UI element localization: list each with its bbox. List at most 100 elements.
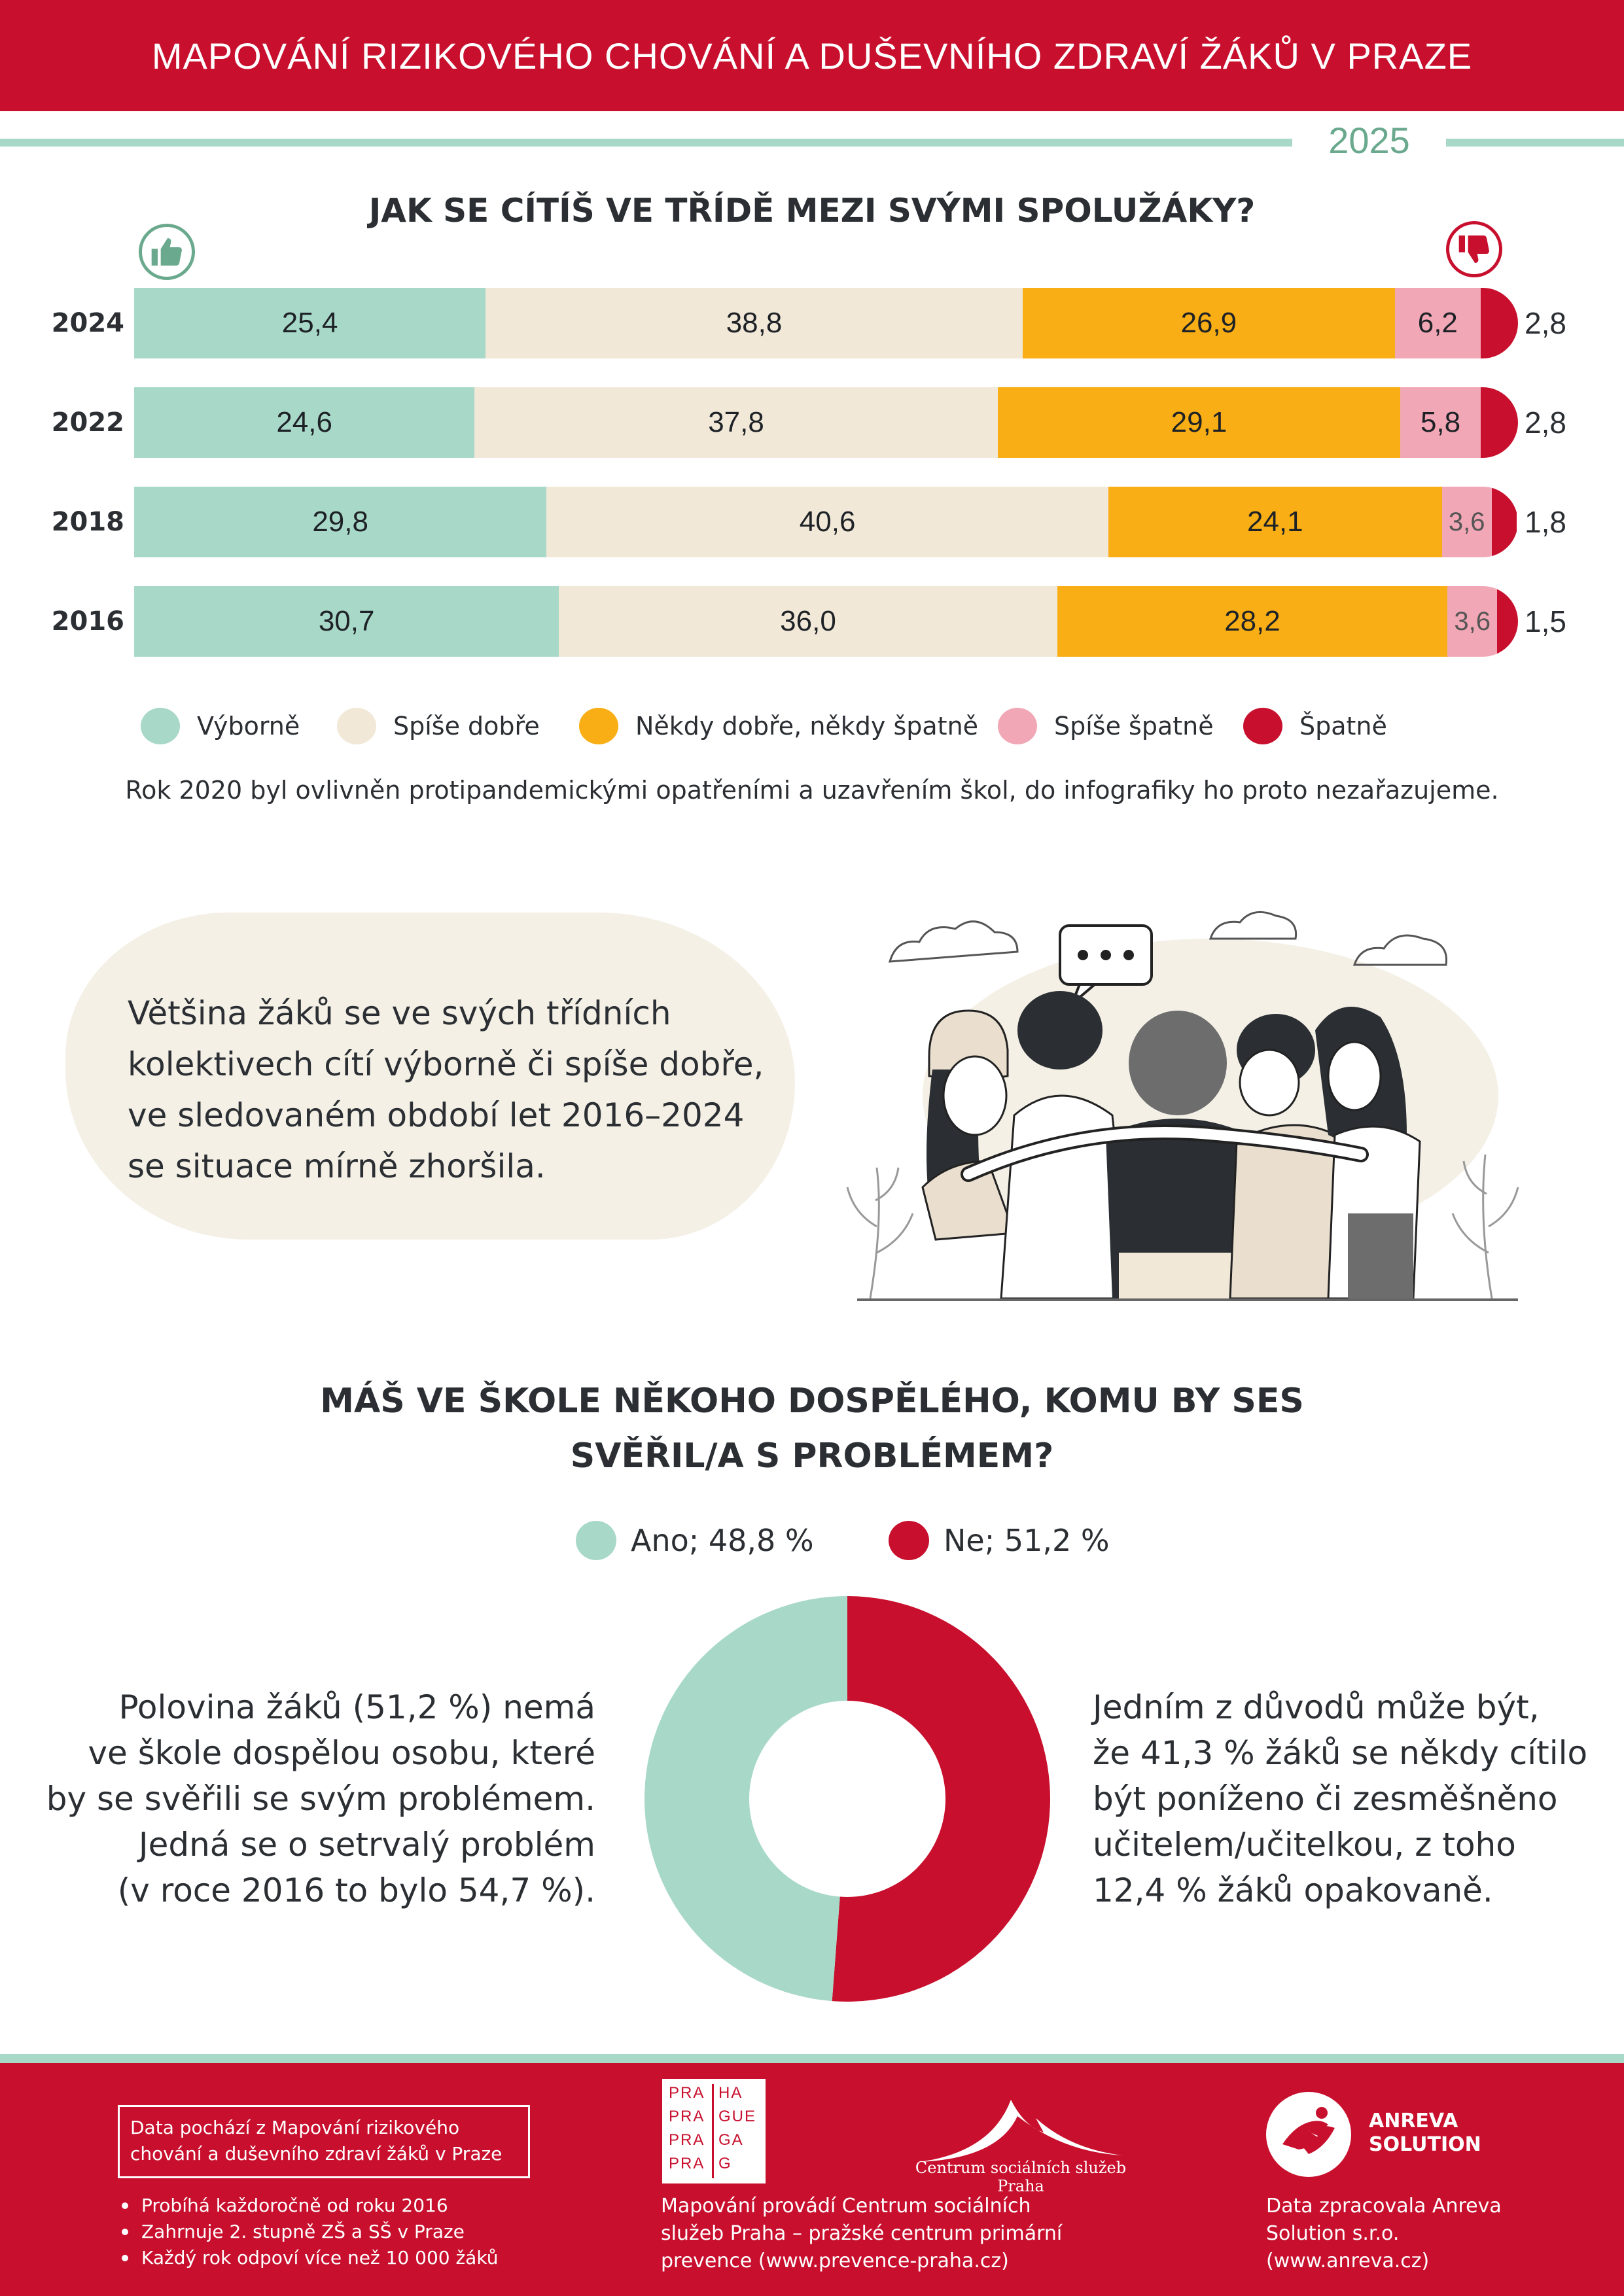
commentary-line: by se svěřili se svým problémem. xyxy=(46,1780,595,1818)
legend-label: Někdy dobře, někdy špatně xyxy=(635,712,979,740)
data-source-box: Data pochází z Mapování rizikového chová… xyxy=(118,2105,530,2178)
legend-label: Spíše špatně xyxy=(1054,712,1214,740)
legend-swatch xyxy=(998,708,1037,744)
legend-swatch xyxy=(889,1521,929,1560)
provider-text: Mapování provádí Centrum sociálních služ… xyxy=(661,2193,1132,2275)
commentary-line: být poníženo či zesměšněno xyxy=(1093,1780,1558,1818)
bar-year-label: 2022 xyxy=(51,408,124,438)
bar-segment: 29,8 xyxy=(134,487,547,557)
legend-swatch xyxy=(576,1521,616,1560)
provider-line: služeb Praha – pražské centrum primární xyxy=(661,2222,1063,2245)
processor-line: Data zpracovala Anreva xyxy=(1266,2195,1502,2218)
right-commentary: Jedním z důvodů může být, že 41,3 % žáků… xyxy=(1093,1684,1590,1913)
bar-segment xyxy=(1497,586,1518,657)
commentary-line: Polovina žáků (51,2 %) nemá xyxy=(118,1688,595,1726)
bar-segment: 36,0 xyxy=(559,586,1057,657)
bar-segment xyxy=(1480,288,1518,358)
commentary-line: Jedná se o setrvalý problém xyxy=(138,1826,595,1864)
bar-segment: 40,6 xyxy=(546,487,1108,557)
anreva-logo xyxy=(1266,2092,1351,2177)
question-2-title-line-2: SVĚŘIL/A S PROBLÉMEM? xyxy=(570,1436,1054,1476)
hands-icon xyxy=(1282,2107,1335,2154)
legend-item-ano: Ano; 48,8 % xyxy=(576,1518,814,1563)
bar-segment: 25,4 xyxy=(134,288,486,358)
commentary-line: ve škole dospělou osobu, které xyxy=(88,1734,595,1772)
legend-label: Špatně xyxy=(1299,712,1387,740)
provider-line: Mapování provádí Centrum sociálních xyxy=(661,2195,1031,2218)
question-2-title-line-1: MÁŠ VE ŠKOLE NĚKOHO DOSPĚLÉHO, KOMU BY S… xyxy=(320,1382,1304,1421)
callout-background xyxy=(65,913,795,1240)
praha-logo-text: PRA xyxy=(669,2155,705,2172)
list-item: Zahrnuje 2. stupně ZŠ a SŠ v Praze xyxy=(118,2219,576,2245)
chart-note: Rok 2020 byl ovlivněn protipandemickými … xyxy=(125,776,1499,805)
legend-label: Výborně xyxy=(197,712,300,740)
csz-logo-text: Centrum sociálních služeb Praha xyxy=(915,2159,1127,2195)
callout-line: se situace mírně zhoršila. xyxy=(128,1147,546,1185)
bar-row-2022: 2022 24,6 37,8 29,1 5,8 2,8 xyxy=(0,387,1624,458)
page-title: MAPOVÁNÍ RIZIKOVÉHO CHOVÁNÍ A DUŠEVNÍHO … xyxy=(151,35,1473,77)
bar-row-2016: 2016 30,7 36,0 28,2 3,6 1,5 xyxy=(0,586,1624,657)
callout-line: kolektivech cítí výborně či spíše dobře, xyxy=(128,1045,764,1083)
chart-legend: Výborně Spíše dobře Někdy dobře, někdy š… xyxy=(0,706,1624,746)
bar-track: 24,6 37,8 29,1 5,8 xyxy=(134,387,1518,458)
bar-year-label: 2024 xyxy=(51,308,124,338)
bar-segment: 6,2 xyxy=(1394,288,1481,358)
bar-segment xyxy=(1491,487,1517,557)
processor-line: (www.anreva.cz) xyxy=(1266,2250,1430,2272)
legend-label: Ano; 48,8 % xyxy=(631,1523,814,1558)
donut-chart xyxy=(644,1596,1050,2002)
source-line: chování a duševního zdraví žáků v Praze xyxy=(130,2143,503,2165)
left-commentary: Polovina žáků (51,2 %) nemá ve škole dos… xyxy=(46,1684,595,1913)
bar-row-2018: 2018 29,8 40,6 24,1 3,6 1,8 xyxy=(0,487,1624,557)
legend-label: Ne; 51,2 % xyxy=(944,1523,1110,1558)
question-1-title: JAK SE CÍTÍŠ VE TŘÍDĚ MEZI SVÝMI SPOLUŽÁ… xyxy=(368,192,1256,230)
legend-swatch xyxy=(1243,708,1282,744)
list-item: Každý rok odpoví více než 10 000 žáků xyxy=(118,2245,576,2271)
anreva-name-line: ANREVA xyxy=(1369,2110,1458,2132)
bar-segment: 3,6 xyxy=(1447,586,1498,657)
bar-segment: 29,1 xyxy=(997,387,1401,458)
facts-list: Probíhá každoročně od roku 2016 Zahrnuje… xyxy=(118,2193,576,2271)
commentary-line: 12,4 % žáků opakovaně. xyxy=(1093,1871,1493,1909)
praha-logo-text: G xyxy=(718,2155,732,2172)
praha-logo-text: PRA xyxy=(669,2131,705,2149)
thumbs-down-icon xyxy=(1446,221,1502,277)
bar-track: 25,4 38,8 26,9 6,2 xyxy=(134,288,1518,358)
provider-line: prevence (www.prevence-praha.cz) xyxy=(661,2250,1009,2272)
bar-segment: 37,8 xyxy=(474,387,998,458)
bar-segment xyxy=(1480,387,1518,458)
donut-slice-ano xyxy=(644,1596,847,2002)
divider-line-left xyxy=(0,139,1292,147)
bar-segment: 26,9 xyxy=(1022,288,1395,358)
commentary-line: učitelem/učitelkou, z toho xyxy=(1093,1826,1516,1864)
praha-logo-text: GUE xyxy=(718,2108,757,2125)
bar-outside-value: 1,8 xyxy=(1525,505,1566,539)
bar-segment: 5,8 xyxy=(1400,387,1481,458)
year-label: 2025 xyxy=(1328,120,1410,161)
bar-track: 30,7 36,0 28,2 3,6 xyxy=(134,586,1518,657)
thumbs-up-icon xyxy=(139,224,195,280)
anreva-name: ANREVA SOLUTION xyxy=(1369,2110,1481,2157)
source-line: Data pochází z Mapování rizikového xyxy=(130,2117,460,2138)
commentary-line: že 41,3 % žáků se někdy cítilo xyxy=(1093,1734,1588,1772)
praha-logo-text: GA xyxy=(718,2131,744,2149)
bar-segment: 30,7 xyxy=(134,586,559,657)
divider-line-right xyxy=(1446,139,1624,147)
praha-logo: PRA HA PRA GUE PRA GA PRA G xyxy=(662,2079,766,2183)
bar-row-2024: 2024 25,4 38,8 26,9 6,2 2,8 xyxy=(0,288,1624,358)
bar-track: 29,8 40,6 24,1 3,6 xyxy=(134,487,1518,557)
praha-logo-text: PRA xyxy=(669,2084,705,2102)
bar-segment: 24,1 xyxy=(1108,487,1442,557)
footer xyxy=(0,2063,1624,2296)
students-group-illustration xyxy=(846,911,1519,1301)
donut-hole xyxy=(749,1701,945,1897)
donut-legend: Ano; 48,8 % Ne; 51,2 % xyxy=(0,1518,1624,1563)
processor-line: Solution s.r.o. xyxy=(1266,2222,1400,2245)
anreva-name-line: SOLUTION xyxy=(1369,2133,1481,2156)
legend-swatch xyxy=(579,708,618,744)
legend-item-vyborne: Výborně xyxy=(141,706,300,746)
praha-logo-text: PRA xyxy=(669,2108,705,2125)
bar-segment: 38,8 xyxy=(485,288,1023,358)
legend-item-spise-dobre: Spíše dobře xyxy=(337,706,540,746)
praha-logo-text: HA xyxy=(718,2084,743,2102)
